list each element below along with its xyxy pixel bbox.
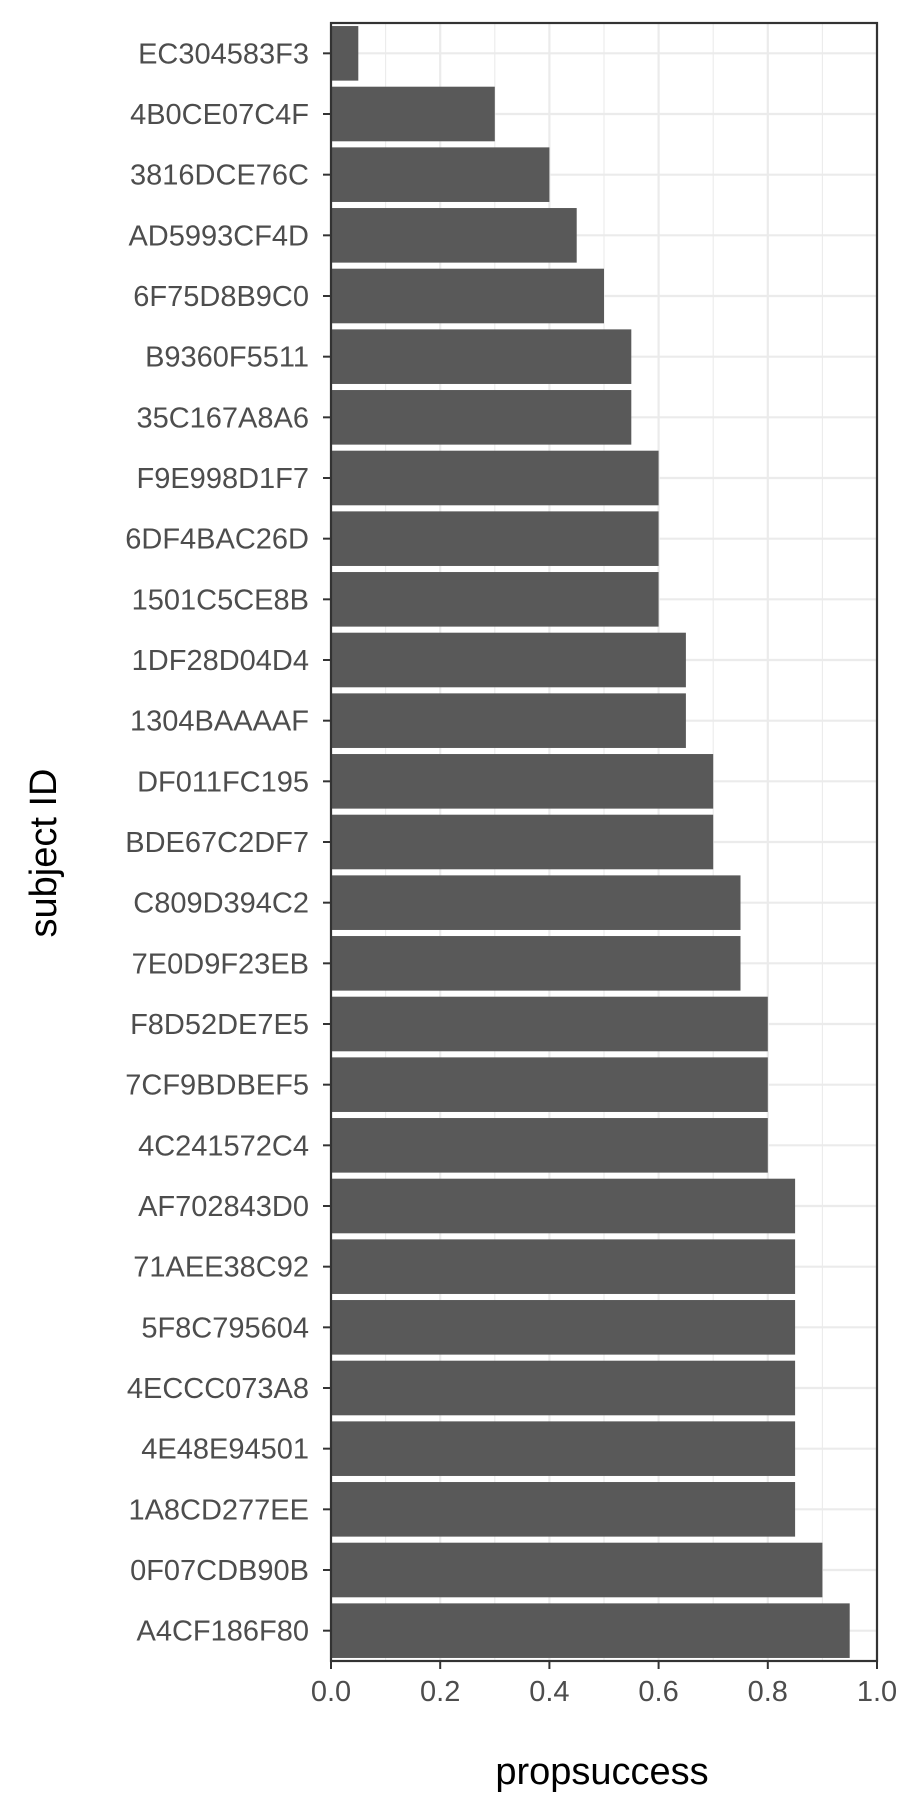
- axis-layer: EC304583F3 4B0CE07C4F 3816DCE76C AD5993CF4D…: [125, 21, 897, 1708]
- x-tick-label: 0.6: [638, 1676, 678, 1708]
- bar: [331, 26, 359, 81]
- y-tick-label: EC304583F3: [138, 38, 309, 70]
- bar: [331, 1057, 768, 1112]
- bar: [331, 572, 659, 627]
- y-tick-label: 1501C5CE8B: [132, 584, 309, 616]
- x-tick-label: 0.2: [420, 1676, 460, 1708]
- bar: [331, 147, 550, 202]
- bar: [331, 268, 604, 324]
- y-tick-label: 3816DCE76C: [130, 160, 309, 192]
- bar: [331, 936, 741, 991]
- bar-layer: [331, 26, 850, 1658]
- panel-border: [329, 21, 879, 1663]
- x-tick-label: 0.0: [311, 1676, 351, 1708]
- y-tick-label: A4CF186F80: [137, 1616, 310, 1648]
- y-tick-label: 6DF4BAC26D: [125, 524, 309, 556]
- bar: [331, 632, 686, 688]
- y-tick-label: BDE67C2DF7: [125, 827, 309, 859]
- x-tick-label: 1.0: [857, 1676, 897, 1708]
- bar: [331, 1239, 796, 1294]
- y-tick-label: DF011FC195: [137, 766, 309, 798]
- y-tick-label: 1304BAAAAF: [130, 706, 309, 738]
- y-tick-label: 4E48E94501: [141, 1434, 309, 1466]
- y-tick-label: 4B0CE07C4F: [130, 99, 309, 131]
- y-axis-title: subject ID: [23, 769, 65, 938]
- x-tick-label: 0.4: [529, 1676, 569, 1708]
- y-tick-label: 7CF9BDBEF5: [125, 1070, 309, 1102]
- bar: [331, 693, 686, 748]
- bar: [331, 1300, 796, 1355]
- bar: [331, 1178, 796, 1234]
- bar: [331, 1482, 796, 1537]
- y-tick-label: 35C167A8A6: [136, 402, 309, 434]
- bar: [331, 1603, 850, 1658]
- y-tick-label: AF702843D0: [138, 1191, 309, 1223]
- bar: [331, 1421, 796, 1476]
- bar: [331, 390, 632, 445]
- bar: [331, 814, 714, 870]
- bar: [331, 86, 495, 142]
- y-tick-label: 4ECCC073A8: [127, 1373, 309, 1405]
- y-tick-label: F9E998D1F7: [137, 463, 310, 495]
- y-tick-label: B9360F5511: [145, 342, 309, 374]
- y-tick-label: 1DF28D04D4: [132, 645, 309, 677]
- y-tick-label: 7E0D9F23EB: [132, 948, 309, 980]
- bar: [331, 1118, 768, 1173]
- y-tick-label: 71AEE38C92: [133, 1252, 309, 1284]
- bar: [331, 875, 741, 930]
- bar: [331, 329, 632, 384]
- y-tick-label: 0F07CDB90B: [130, 1555, 309, 1587]
- y-tick-label: 6F75D8B9C0: [133, 281, 309, 313]
- x-axis-title: propsuccess: [495, 1751, 708, 1793]
- bar: [331, 754, 714, 809]
- bar: [331, 1542, 823, 1598]
- y-tick-label: C809D394C2: [133, 888, 309, 920]
- bar: [331, 208, 577, 263]
- bar: [331, 511, 659, 566]
- bar: [331, 450, 659, 506]
- y-tick-label: AD5993CF4D: [128, 220, 309, 252]
- bar: [331, 1360, 796, 1416]
- y-tick-label: 4C241572C4: [138, 1130, 309, 1162]
- x-tick-label: 0.8: [748, 1676, 788, 1708]
- y-tick-label: 1A8CD277EE: [128, 1494, 309, 1526]
- y-tick-label: 5F8C795604: [141, 1312, 309, 1344]
- y-tick-label: F8D52DE7E5: [130, 1009, 309, 1041]
- bar: [331, 996, 768, 1052]
